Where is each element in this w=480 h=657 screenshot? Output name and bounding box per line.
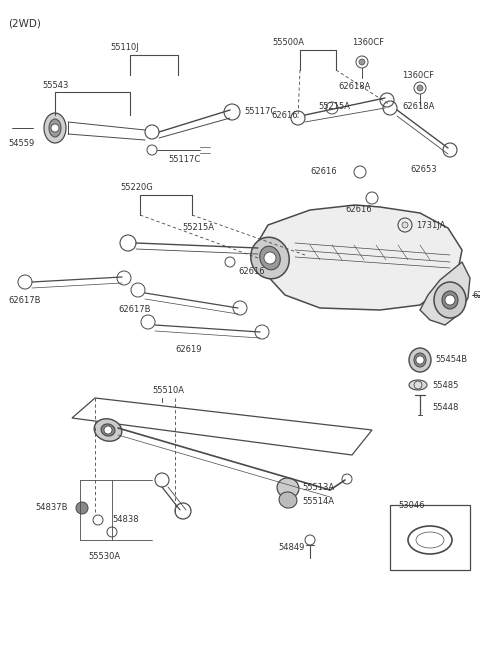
Text: 55448: 55448 (432, 403, 458, 413)
Text: 55117C: 55117C (244, 108, 276, 116)
Ellipse shape (260, 246, 280, 270)
Circle shape (445, 295, 455, 305)
Text: 54838: 54838 (112, 516, 139, 524)
Ellipse shape (442, 291, 458, 309)
Text: 62617B: 62617B (8, 296, 40, 305)
Circle shape (264, 252, 276, 264)
Ellipse shape (279, 492, 297, 508)
Text: 55500A: 55500A (272, 38, 304, 47)
Text: 62653: 62653 (410, 165, 437, 174)
Text: 55543: 55543 (42, 81, 68, 90)
Text: 55215A: 55215A (318, 102, 350, 111)
Text: 1731JA: 1731JA (416, 221, 445, 229)
Text: 62619: 62619 (175, 345, 202, 354)
Circle shape (76, 502, 88, 514)
Ellipse shape (409, 380, 427, 390)
Text: 1360CF: 1360CF (402, 71, 434, 80)
Ellipse shape (434, 282, 466, 318)
Text: 62616: 62616 (238, 267, 264, 276)
Circle shape (104, 426, 112, 434)
Circle shape (417, 85, 423, 91)
Ellipse shape (416, 532, 444, 548)
Text: 1360CF: 1360CF (352, 38, 384, 47)
Text: (2WD): (2WD) (8, 18, 41, 28)
Ellipse shape (414, 353, 426, 367)
Text: 62618A: 62618A (338, 82, 371, 91)
Polygon shape (420, 262, 470, 325)
Ellipse shape (277, 478, 299, 498)
Text: 62617B: 62617B (118, 305, 151, 314)
Ellipse shape (251, 237, 289, 279)
Text: 55454B: 55454B (435, 355, 467, 365)
Text: 55117C: 55117C (168, 155, 200, 164)
Ellipse shape (94, 419, 122, 442)
Text: 62616: 62616 (310, 168, 336, 177)
Text: 54849: 54849 (278, 543, 304, 553)
Ellipse shape (409, 348, 431, 372)
Text: 55514A: 55514A (302, 497, 334, 507)
Text: 55485: 55485 (432, 380, 458, 390)
Text: 54837B: 54837B (36, 503, 68, 512)
Text: 54559: 54559 (8, 139, 34, 148)
Text: 62610: 62610 (472, 290, 480, 300)
Circle shape (359, 59, 365, 65)
Bar (390, 505, 470, 570)
Text: 55220G: 55220G (120, 183, 153, 192)
Text: 55513A: 55513A (302, 484, 334, 493)
Circle shape (51, 124, 59, 132)
Ellipse shape (44, 113, 66, 143)
Ellipse shape (101, 424, 115, 436)
Circle shape (402, 222, 408, 228)
Text: 62616: 62616 (345, 205, 372, 214)
Text: 55215A: 55215A (182, 223, 214, 232)
Polygon shape (258, 205, 462, 310)
Text: 53046: 53046 (398, 501, 424, 510)
Ellipse shape (49, 119, 61, 137)
Text: 62616: 62616 (271, 111, 298, 120)
Text: 62618A: 62618A (402, 102, 434, 111)
Text: 55530A: 55530A (88, 552, 120, 561)
Text: 55110J: 55110J (110, 43, 139, 52)
Circle shape (416, 356, 424, 364)
Text: 55510A: 55510A (152, 386, 184, 395)
